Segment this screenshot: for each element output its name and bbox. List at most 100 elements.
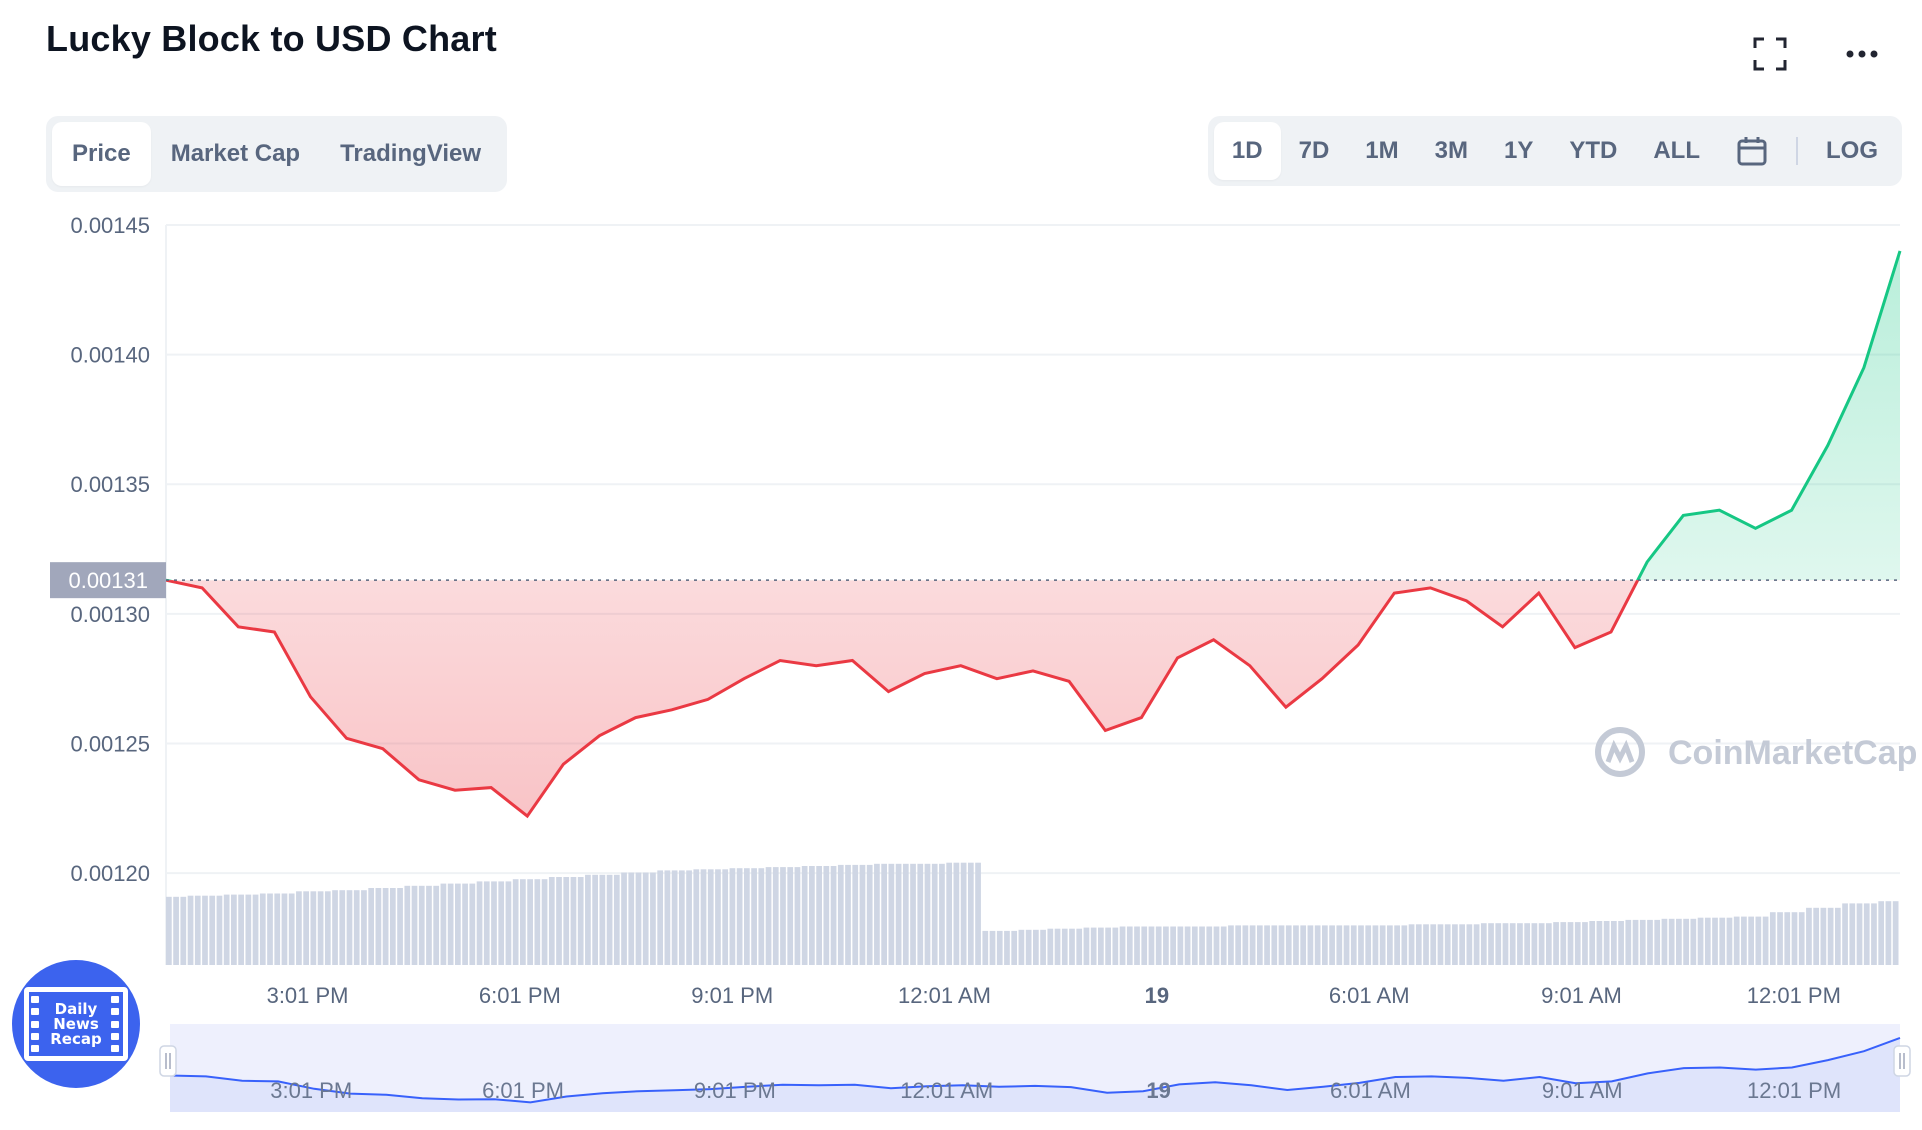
volume-bar [520, 879, 526, 965]
volume-bar [664, 870, 671, 965]
volume-bar [346, 890, 353, 965]
volume-bar [816, 866, 822, 965]
volume-bar [1603, 921, 1610, 965]
x-tick-label: 12:01 AM [898, 983, 991, 1008]
volume-bar [339, 890, 346, 965]
volume-bar [1061, 928, 1068, 965]
volume-bar [1408, 924, 1415, 965]
reference-price-line: 0.00131 [50, 562, 1900, 599]
volume-bar [238, 894, 244, 965]
volume-bar [1459, 924, 1465, 965]
volume-bar [953, 862, 960, 965]
volume-bar [1892, 901, 1899, 965]
volume-bar [650, 872, 656, 965]
volume-bar [1148, 926, 1155, 965]
range-divider [1796, 137, 1798, 165]
volume-bar [1329, 925, 1335, 965]
volume-bar [599, 874, 606, 965]
volume-bar [1098, 927, 1104, 965]
navigator-handle-right[interactable] [1893, 1045, 1911, 1077]
tab-tradingview[interactable]: TradingView [340, 140, 482, 167]
coinmarketcap-watermark: CoinMarketCap [1595, 727, 1917, 777]
price-line [165, 250, 1902, 819]
volume-bar [1567, 922, 1574, 965]
y-tick-label: 0.00140 [70, 343, 150, 368]
volume-bar [751, 868, 757, 965]
volume-bar [1574, 922, 1581, 965]
volume-bar [967, 862, 974, 965]
volume-bar [1755, 916, 1762, 965]
volume-bar [780, 867, 786, 965]
tab-market-cap[interactable]: Market Cap [170, 140, 301, 167]
volume-bar [613, 874, 620, 965]
volume-bar [194, 895, 201, 965]
volume-bar [1307, 925, 1314, 965]
calendar-icon[interactable] [1718, 122, 1786, 180]
volume-bar [1452, 924, 1458, 965]
fullscreen-icon[interactable] [1750, 36, 1790, 72]
x-tick-label: 12:01 PM [1747, 983, 1841, 1008]
range-ytd[interactable]: YTD [1569, 137, 1618, 164]
volume-bar [505, 881, 512, 965]
volume-bar [231, 894, 237, 965]
volume-bar [570, 877, 577, 965]
price-line-down [165, 580, 1640, 819]
navigator-handle-left[interactable] [159, 1045, 177, 1077]
volume-bar [700, 869, 707, 965]
volume-bar [1582, 922, 1588, 965]
volume-bar [1719, 917, 1726, 965]
current-price-tag [50, 562, 166, 599]
volume-bar [1423, 924, 1429, 965]
volume-bar [946, 862, 953, 965]
volume-bar [1401, 925, 1408, 965]
watermark-text: CoinMarketCap [1668, 734, 1917, 772]
volume-bar [1278, 925, 1285, 965]
chart-title: Lucky Block to USD Chart [46, 18, 497, 59]
volume-bar [1119, 926, 1126, 965]
range-selector: 1D 7D 1M 3M 1Y YTD ALL LOG [1207, 116, 1902, 186]
volume-bar [397, 888, 403, 965]
volume-bar [1394, 925, 1400, 965]
range-1m[interactable]: 1M [1365, 137, 1399, 164]
volume-bar [1011, 930, 1018, 965]
volume-bar [1827, 907, 1834, 965]
volume-bar [1415, 924, 1422, 965]
volume-bar [931, 863, 938, 965]
price-area-down [166, 580, 1900, 817]
coinmarketcap-logo-mark [1605, 739, 1635, 764]
volume-bar [259, 893, 266, 965]
volume-bar [642, 872, 649, 965]
range-1d[interactable]: 1D [1213, 122, 1281, 180]
tab-price[interactable]: Price [52, 122, 151, 186]
range-7d[interactable]: 7D [1298, 137, 1330, 164]
volume-bar [592, 874, 598, 965]
volume-bar [1538, 923, 1545, 965]
volume-bar [917, 863, 924, 965]
volume-bar [1741, 916, 1747, 965]
volume-bar [433, 885, 440, 965]
volume-bar [729, 868, 736, 965]
log-toggle[interactable]: LOG [1826, 137, 1878, 164]
more-horizontal-icon[interactable] [1842, 36, 1882, 72]
volume-bar [1358, 925, 1364, 965]
daily-news-recap-badge[interactable]: Daily News Recap [12, 960, 140, 1088]
volume-bar [996, 930, 1003, 965]
volume-bar [1726, 917, 1733, 965]
volume-bar [1004, 930, 1010, 965]
volume-bar [1170, 926, 1176, 965]
volume-bar [1090, 927, 1097, 965]
volume-bar [1213, 926, 1220, 965]
film-icon: Daily News Recap [24, 987, 128, 1061]
range-3m[interactable]: 3M [1434, 137, 1468, 164]
volume-bar [693, 869, 700, 965]
range-all[interactable]: ALL [1653, 137, 1700, 164]
volume-bar [317, 891, 324, 965]
volume-bar [512, 879, 519, 965]
range-1y[interactable]: 1Y [1503, 137, 1534, 164]
x-tick-label: 3:01 PM [267, 983, 349, 1008]
volume-bar [1271, 925, 1278, 965]
volume-bar [1191, 926, 1198, 965]
y-tick-label: 0.00130 [70, 602, 150, 627]
volume-bar [296, 891, 302, 965]
volume-bar [1228, 925, 1234, 965]
